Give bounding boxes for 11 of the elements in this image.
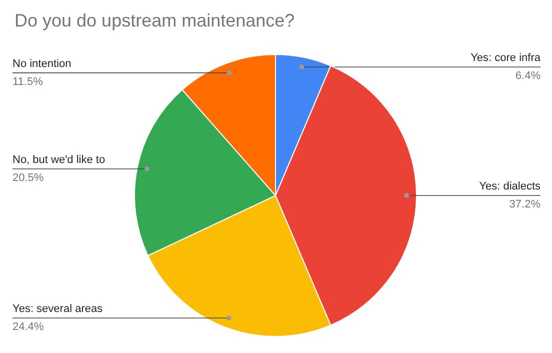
data-label: 11.5%: [12, 76, 44, 88]
data-label: 24.4%: [12, 321, 44, 334]
chart-title: Do you do upstream maintenance?: [14, 10, 295, 30]
data-label: 37.2%: [509, 198, 541, 210]
slice-label: Yes: dialects: [479, 180, 541, 192]
slice-label: No, but we'd like to: [12, 154, 106, 166]
slice-label: Yes: several areas: [12, 303, 104, 316]
slice-label: No intention: [12, 58, 72, 70]
data-label: 20.5%: [12, 172, 44, 184]
data-label: 6.4%: [515, 70, 541, 82]
slice-label: Yes: core infra: [470, 52, 542, 64]
